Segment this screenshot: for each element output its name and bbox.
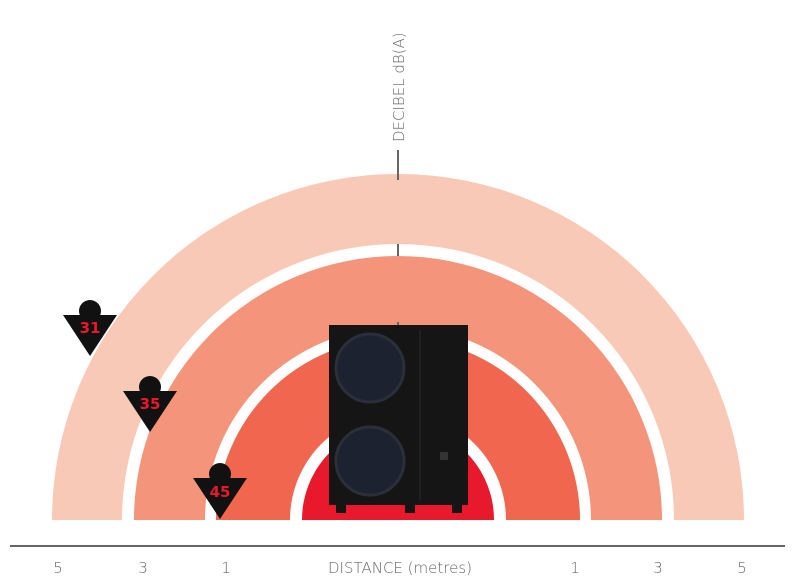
marker: 45 bbox=[193, 463, 247, 519]
distance-tick: 3 bbox=[138, 559, 148, 577]
horizontal-label: DISTANCE (metres) bbox=[328, 559, 472, 577]
vertical-label: DECIBEL dB(A) bbox=[390, 32, 408, 142]
marker-label: 31 bbox=[80, 319, 101, 337]
distance-tick: 1 bbox=[570, 559, 580, 577]
marker-label: 35 bbox=[140, 395, 161, 413]
distance-tick: 3 bbox=[653, 559, 663, 577]
ring-third bbox=[216, 338, 580, 520]
marker: 31 bbox=[63, 300, 117, 356]
distance-tick: 5 bbox=[737, 559, 747, 577]
marker-label: 45 bbox=[210, 483, 231, 501]
distance-tick: 1 bbox=[221, 559, 231, 577]
heat-pump bbox=[329, 325, 468, 513]
distance-tick: 5 bbox=[53, 559, 63, 577]
ring-outer bbox=[52, 174, 744, 520]
marker: 35 bbox=[123, 376, 177, 432]
ring-second bbox=[134, 256, 662, 520]
